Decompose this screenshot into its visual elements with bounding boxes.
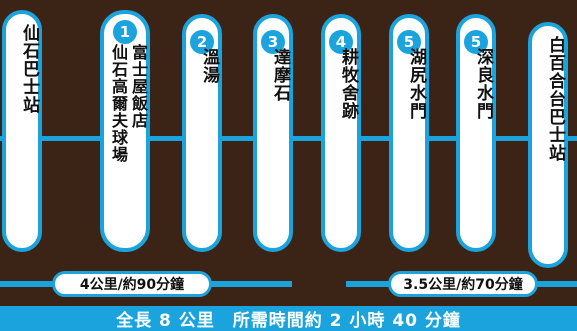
stop-kojiri-water-gate: 5 湖尻水門 bbox=[389, 14, 429, 252]
stop-kobokusha-ruins: 4 耕牧舍跡 bbox=[321, 14, 361, 252]
stop-number-badge: 3 bbox=[261, 30, 285, 54]
stop-number-badge: 2 bbox=[190, 30, 214, 54]
stop-number-badge: 5 bbox=[397, 30, 421, 54]
stop-label: 達摩石 bbox=[270, 48, 290, 102]
segment-label-2: 3.5公里/約70分鐘 bbox=[388, 271, 538, 297]
stop-number-badge: 4 bbox=[329, 30, 353, 54]
stop-label: 耕牧舍跡 bbox=[338, 48, 358, 120]
stop-label: 湖尻水門 bbox=[406, 48, 426, 120]
total-summary: 全長 8 公里 所需時間約 2 小時 40 分鐘 bbox=[0, 306, 577, 331]
stop-fukara-water-gate: 5 深良水門 bbox=[456, 14, 496, 252]
stop-fujiya-hotel: 1 富士屋飯店 仙石高爾夫球場 bbox=[100, 10, 150, 252]
stop-onsen: 2 溫湯 bbox=[182, 14, 222, 252]
stop-number-badge: 5 bbox=[464, 30, 488, 54]
stop-number-badge: 1 bbox=[113, 20, 137, 44]
stop-daruma-stone: 3 達摩石 bbox=[253, 14, 293, 252]
stop-label: 富士屋飯店 bbox=[129, 44, 148, 129]
stop-label-secondary: 仙石高爾夫球場 bbox=[109, 44, 128, 163]
stop-label: 溫湯 bbox=[199, 48, 219, 84]
stop-label: 仙石巴士站 bbox=[19, 24, 39, 114]
stop-shirayuridai-bus-stop: 白百合台巴士站 bbox=[528, 22, 568, 268]
stop-label: 深良水門 bbox=[473, 48, 493, 120]
stop-sengoku-bus-stop: 仙石巴士站 bbox=[2, 10, 42, 252]
segment-label-1: 4公里/約90分鐘 bbox=[52, 271, 212, 297]
stop-label: 白百合台巴士站 bbox=[545, 36, 565, 162]
